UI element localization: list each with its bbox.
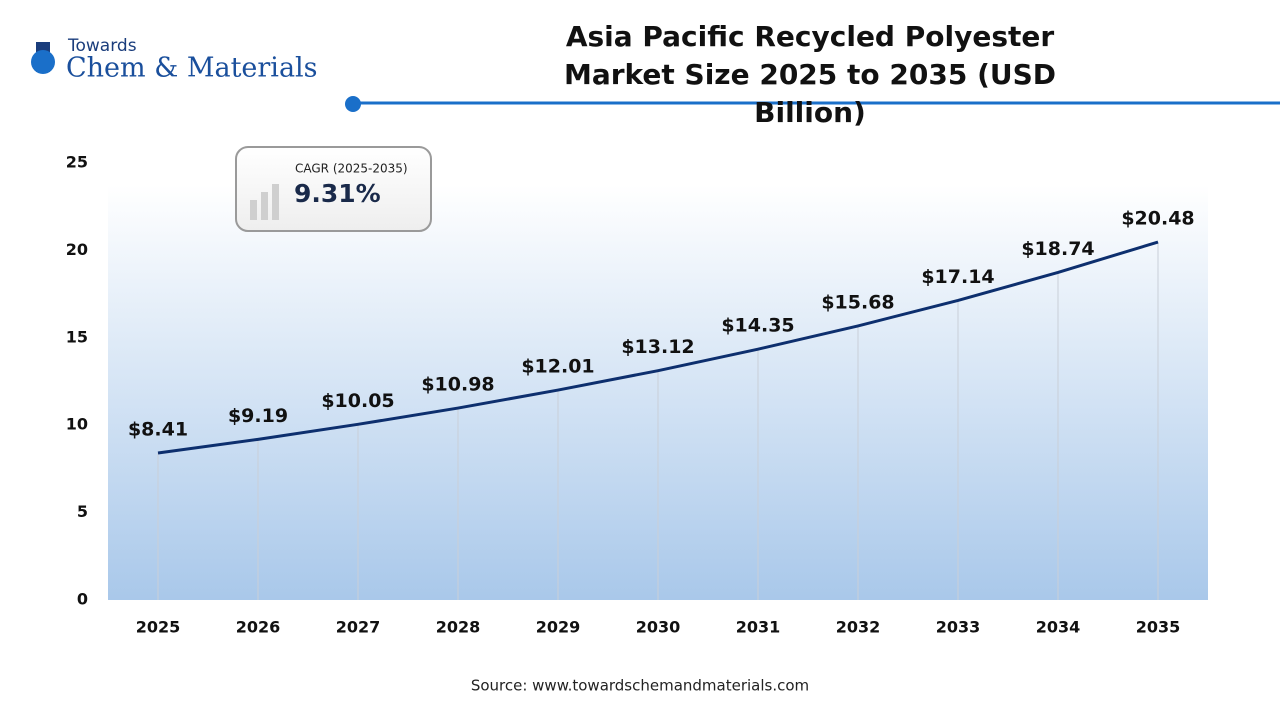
card-icon: [272, 184, 279, 220]
y-tick-label: 15: [66, 327, 88, 346]
chart-title: Asia Pacific Recycled Polyester Market S…: [563, 20, 1057, 129]
x-tick-label: 2028: [436, 618, 481, 637]
value-label: $10.05: [321, 390, 394, 412]
x-tick-label: 2025: [136, 618, 181, 637]
logo-icon: [31, 50, 55, 74]
cagr-value: 9.31%: [294, 179, 381, 208]
logo-text: Towards: [67, 36, 137, 56]
y-tick-label: 10: [66, 415, 88, 434]
value-label: $12.01: [521, 356, 594, 378]
value-label: $15.68: [821, 291, 894, 313]
line: [157, 240, 1159, 455]
x-tick-label: 2034: [1036, 618, 1081, 637]
cagr-label: CAGR (2025-2035): [295, 162, 408, 176]
y-tick-label: 0: [77, 590, 88, 609]
x-tick-label: 2030: [636, 618, 681, 637]
logo: Towards Chem & Materials: [31, 36, 318, 84]
card-icon: [250, 200, 257, 220]
y-tick-label: 5: [77, 502, 88, 521]
value-label: $9.19: [228, 405, 288, 427]
cagr-card: CAGR (2025-2035) 9.31%: [235, 146, 432, 232]
value-label: $20.48: [1121, 208, 1194, 230]
value-label: $13.12: [621, 336, 694, 358]
logo-text: Chem & Materials: [66, 53, 318, 84]
y-tick-label: 25: [66, 153, 88, 172]
x-tick-label: 2031: [736, 618, 781, 637]
value-label: $10.98: [421, 374, 494, 396]
x-tick-label: 2035: [1136, 618, 1181, 637]
plot-background: [108, 185, 1208, 600]
card-box: [235, 146, 432, 232]
x-tick-label: 2027: [336, 618, 381, 637]
value-label: $8.41: [128, 418, 188, 440]
value-label: $18.74: [1021, 238, 1094, 260]
value-label: $17.14: [921, 266, 994, 288]
header-dot: [345, 96, 361, 112]
x-tick-label: 2029: [536, 618, 581, 637]
x-tick-label: 2032: [836, 618, 881, 637]
logo-icon: [36, 42, 50, 72]
x-tick-label: 2026: [236, 618, 281, 637]
y-tick-label: 20: [66, 240, 88, 259]
source: Source: www.towardschemandmaterials.com: [471, 677, 809, 695]
card-icon: [261, 192, 268, 220]
x-tick-label: 2033: [936, 618, 981, 637]
value-label: $14.35: [721, 315, 794, 337]
